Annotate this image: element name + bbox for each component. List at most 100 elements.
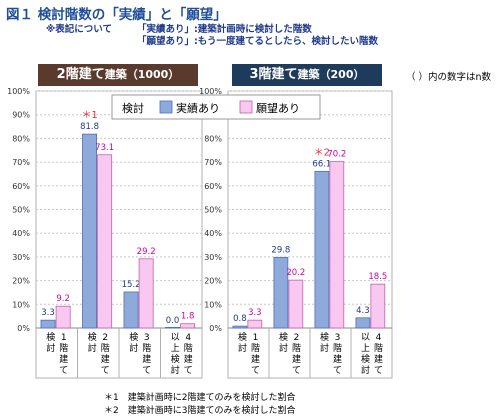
right-bar-wish <box>288 279 304 329</box>
left-data-label-wish: 1.8 <box>181 312 195 322</box>
right-y-tick-label: 0% <box>209 324 222 333</box>
left-category-label-char: 建 <box>184 353 193 365</box>
right-category-label-char: 階 <box>333 343 342 354</box>
right-y-tick-label: 10% <box>204 300 222 309</box>
right-data-label-actual: 0.8 <box>233 314 247 324</box>
left-y-tick-label: 100% <box>7 87 30 96</box>
right-y-tick-label: 80% <box>204 134 222 143</box>
right-data-label-actual: 66.1 <box>312 159 331 169</box>
left-data-label-wish: 29.2 <box>137 247 156 257</box>
left-y-tick-label: 70% <box>12 158 30 167</box>
right-data-label-actual: 4.3 <box>356 306 370 316</box>
n-count-note: （ ）内の数字はn数 <box>406 72 492 83</box>
chart-legend: 検討 実績あり 願望あり <box>111 94 321 120</box>
left-bar-actual <box>40 319 56 329</box>
left-y-tick-label: 10% <box>12 300 30 309</box>
footnote-1: ＊1 建築計画時に2階建てのみを検討した割合 <box>104 393 296 403</box>
left-category-label-char: 上 <box>171 343 180 354</box>
legend-label-actual: 実績あり <box>176 101 220 115</box>
left-data-label-wish: 73.1 <box>95 143 114 153</box>
left-category-label-char: 階 <box>101 343 110 354</box>
right-data-label-wish: 18.5 <box>368 272 387 282</box>
left-category-label-char: 2 <box>102 333 108 343</box>
left-y-tick-label: 90% <box>12 111 30 120</box>
right-category-label-char: 討 <box>238 342 247 354</box>
right-category-label-char: 建 <box>333 353 342 365</box>
left-category-label-char: 検 <box>129 331 138 343</box>
right-data-label-wish: 70.2 <box>327 150 346 160</box>
notes-line-1: 「実績あり」:建築計画時に検討した階数 <box>137 24 312 35</box>
left-category-label-char: 検 <box>171 353 180 365</box>
right-chart-subtitle: 建築（200） <box>297 68 365 81</box>
left-category-label-char: 階 <box>142 343 151 354</box>
left-category-label-char: て <box>184 366 193 376</box>
right-bar-wish <box>370 283 386 329</box>
notes-heading: ※表記について <box>46 24 112 35</box>
left-data-label-actual: 3.3 <box>41 308 55 318</box>
right-category-label-char: て <box>333 366 342 376</box>
left-annotation: ＊1 <box>81 110 97 121</box>
footnote-2: ＊2 建築計画時に3階建てのみを検討した割合 <box>104 406 296 416</box>
right-category-label-char: 検 <box>361 353 370 365</box>
right-category-label-char: 3 <box>335 333 341 343</box>
left-y-tick-label: 20% <box>12 277 30 286</box>
right-y-tick-label: 50% <box>204 206 222 215</box>
left-bar-wish <box>55 305 71 329</box>
left-category-label-char: て <box>142 366 151 376</box>
notes-line-2: 「願望あり」:もう一度建てるとしたら、検討したい階数 <box>137 36 379 47</box>
left-y-tick-label: 0% <box>17 324 30 333</box>
right-y-tick-label: 60% <box>204 182 222 191</box>
left-data-label-actual: 15.2 <box>122 280 141 290</box>
left-bar-actual <box>82 133 97 329</box>
right-category-label-char: 階 <box>292 343 301 354</box>
left-category-label-char: 討 <box>171 364 180 376</box>
left-category-label-char: 討 <box>88 342 97 354</box>
left-category-label-char: 1 <box>61 333 67 343</box>
right-category-label-char: 建 <box>292 353 301 365</box>
legend-label-wish: 願望あり <box>256 102 300 115</box>
right-category-label-char: 4 <box>376 333 382 343</box>
left-category-label-char: て <box>59 366 68 376</box>
left-bar-wish <box>97 154 113 329</box>
right-category-label-char: 討 <box>320 342 329 354</box>
right-y-tick-label: 100% <box>199 87 222 96</box>
legend-swatch-actual <box>159 100 173 114</box>
right-data-label-actual: 29.8 <box>271 245 290 255</box>
left-bar-actual <box>123 291 139 329</box>
right-chart: 0%10%20%30%40%50%60%70%80%90%100%検討1階建て0… <box>199 87 393 379</box>
right-y-tick-label: 20% <box>204 277 222 286</box>
right-bar-actual <box>232 325 248 329</box>
right-category-label-char: 階 <box>374 343 383 354</box>
right-category-label-char: 検 <box>279 331 288 343</box>
legend-swatch-wish <box>239 100 253 114</box>
right-category-label-char: 建 <box>374 353 383 365</box>
right-category-label-char: 検 <box>320 331 329 343</box>
right-category-label-char: 2 <box>294 333 300 343</box>
right-bar-actual <box>273 256 289 329</box>
left-category-label-char: 建 <box>59 353 68 365</box>
right-category-label-char: 検 <box>238 331 247 343</box>
right-category-label-char: 上 <box>361 343 370 354</box>
right-category-label-char: 以 <box>361 333 370 343</box>
right-chart-header: 3階建て建築（200） <box>232 64 382 86</box>
left-chart-subtitle: 建築（1000） <box>104 68 180 81</box>
left-category-label-char: て <box>101 366 110 376</box>
left-chart: 0%10%20%30%40%50%60%70%80%90%100%検討1階建て3… <box>7 87 203 379</box>
left-bar-wish <box>180 323 196 329</box>
left-category-label-char: 建 <box>142 353 151 365</box>
left-category-label-char: 以 <box>171 333 180 343</box>
left-category-label-char: 建 <box>101 353 110 365</box>
right-category-label-char: 討 <box>279 342 288 354</box>
right-category-label-char: 階 <box>251 343 260 354</box>
right-category-label-char: 討 <box>361 364 370 376</box>
right-bar-wish <box>247 319 263 329</box>
right-chart-title: 3階建て <box>249 67 298 82</box>
right-category-label-char: て <box>292 366 301 376</box>
legend-box <box>111 94 321 120</box>
right-bar-wish <box>329 161 345 329</box>
left-category-label-char: 4 <box>185 333 191 343</box>
right-bar-actual <box>314 170 330 329</box>
left-category-label-char: 階 <box>184 343 193 354</box>
left-data-label-actual: 81.8 <box>80 122 99 132</box>
